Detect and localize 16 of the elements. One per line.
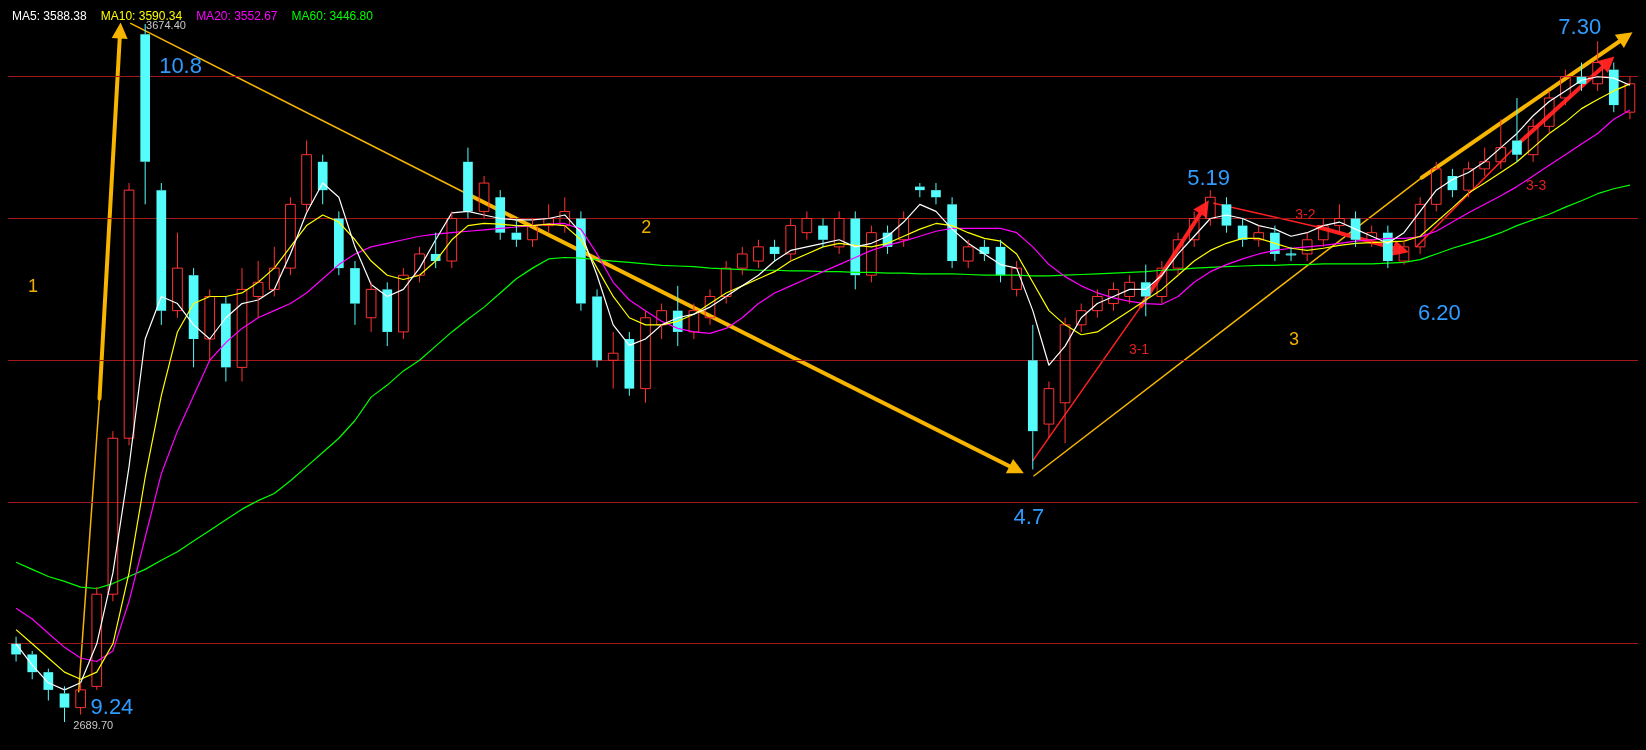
- annotation: 3-3: [1526, 176, 1547, 193]
- annotation: 2689.70: [73, 718, 114, 731]
- annotation: 4.7: [1013, 503, 1045, 530]
- annotation: 2: [641, 216, 652, 238]
- text: MA20: 3552.67: [196, 9, 278, 23]
- annotation: 3-1: [1128, 341, 1150, 358]
- text: MA5: 3588.38: [12, 9, 87, 23]
- annotation: 3: [1288, 328, 1299, 350]
- annotation: 9.24: [90, 694, 134, 721]
- annotation: 6.20: [1418, 300, 1461, 327]
- annotation: 5.19: [1187, 164, 1231, 191]
- annotation: 1: [27, 275, 38, 297]
- annotation: 3-2: [1295, 205, 1316, 222]
- annotation: 7.30: [1558, 13, 1602, 40]
- text: MA60: 3446.80: [291, 9, 373, 23]
- annotation: 10.8: [159, 52, 202, 79]
